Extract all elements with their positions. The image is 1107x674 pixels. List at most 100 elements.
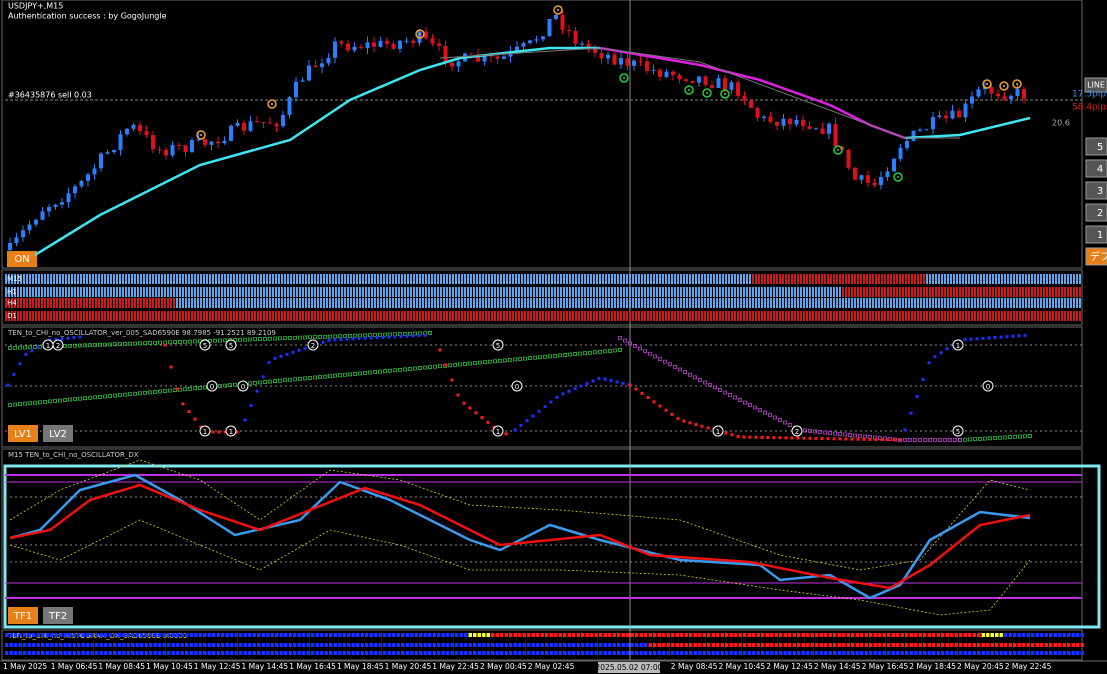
hist-cell — [63, 643, 67, 647]
osc-signal-green — [1013, 434, 1017, 439]
tf-stripe — [452, 287, 454, 297]
hist-cell — [734, 633, 738, 637]
tf-stripe — [800, 287, 802, 297]
hist-cell — [860, 643, 864, 647]
on-button[interactable]: ON — [7, 251, 37, 267]
hist-cell — [950, 633, 954, 637]
hist-cell — [1013, 651, 1017, 655]
tf-stripe — [806, 274, 808, 284]
tf-stripe — [89, 311, 91, 321]
hist-cell — [828, 643, 832, 647]
osc-signal-green — [468, 361, 472, 366]
osc-signal-green — [303, 376, 307, 381]
tf-stripe — [335, 298, 337, 308]
tf-stripe — [197, 287, 199, 297]
tf-stripe — [497, 298, 499, 308]
tf-stripe — [422, 287, 424, 297]
tf-stripe — [845, 298, 847, 308]
hist-cell — [81, 651, 85, 655]
osc-dot-red — [223, 430, 227, 434]
tf-stripe — [1043, 274, 1045, 284]
tf-stripe — [578, 287, 580, 297]
tf-stripe — [182, 274, 184, 284]
tf-stripe — [509, 274, 511, 284]
hist-cell — [293, 651, 297, 655]
tf-stripe — [83, 298, 85, 308]
tf-stripe — [401, 311, 403, 321]
tf-stripe — [866, 311, 868, 321]
tf-stripe — [473, 311, 475, 321]
level-button[interactable]: LV1 — [8, 425, 38, 442]
hist-cell — [63, 633, 67, 637]
osc-signal-green — [293, 377, 297, 382]
tf-stripe — [869, 287, 871, 297]
tf-stripe — [698, 274, 700, 284]
tf-stripe — [257, 311, 259, 321]
hist-cell — [509, 633, 513, 637]
candle-body — [664, 71, 669, 77]
side-button[interactable]: 2 — [1085, 203, 1107, 222]
hist-cell — [968, 633, 972, 637]
tf-button[interactable]: TF2 — [43, 607, 73, 624]
tf-stripe — [752, 274, 754, 284]
candle-body — [547, 19, 552, 37]
tf-stripe — [329, 311, 331, 321]
hist-cell — [1031, 633, 1035, 637]
tf-stripe — [947, 298, 949, 308]
side-button[interactable]: 3 — [1085, 181, 1107, 200]
tf-stripe — [1013, 287, 1015, 297]
osc-signal-green — [333, 334, 337, 339]
side-button[interactable]: 1 — [1085, 225, 1107, 244]
hist-cell — [459, 643, 463, 647]
tf-stripe — [956, 287, 958, 297]
tf-stripe — [662, 274, 664, 284]
hist-cell — [792, 643, 796, 647]
side-button[interactable]: デフ — [1085, 247, 1107, 266]
hist-cell — [117, 633, 121, 637]
side-button-label: 2 — [1097, 208, 1103, 219]
tf-stripe — [953, 287, 955, 297]
tf-stripe — [758, 298, 760, 308]
tf-stripe — [515, 287, 517, 297]
osc-signal-green — [123, 341, 127, 346]
hist-cell — [495, 651, 499, 655]
tf-stripe — [1028, 274, 1030, 284]
hist-cell — [63, 651, 67, 655]
tf-button[interactable]: TF1 — [8, 607, 38, 624]
hist-cell — [261, 651, 265, 655]
tf-stripe — [92, 311, 94, 321]
osc-signal-green — [73, 343, 77, 348]
tf-stripe — [740, 311, 742, 321]
tf-stripe — [50, 311, 52, 321]
candle-body — [79, 180, 84, 187]
osc-dot-blue — [519, 423, 523, 427]
tf-stripe — [386, 298, 388, 308]
tf-stripe — [50, 298, 52, 308]
line-button[interactable]: LINE — [1084, 77, 1107, 93]
hist-cell — [959, 643, 963, 647]
tf-stripe — [836, 311, 838, 321]
tf-stripe — [611, 311, 613, 321]
tf-stripe — [176, 274, 178, 284]
hist-cell — [450, 651, 454, 655]
side-button[interactable]: 5 — [1085, 137, 1107, 156]
side-button[interactable]: 4 — [1085, 159, 1107, 178]
osc-marker-label: 1 — [716, 428, 720, 436]
hist-cell — [981, 651, 985, 655]
tf-stripe — [338, 298, 340, 308]
hist-cell — [1080, 651, 1084, 655]
tf-stripe — [218, 287, 220, 297]
hist-cell — [1035, 643, 1039, 647]
tf-stripe — [677, 274, 679, 284]
osc-marker — [225, 425, 237, 437]
tf-stripe — [578, 298, 580, 308]
tf-stripe — [857, 311, 859, 321]
tf-stripe — [386, 274, 388, 284]
hist-cell — [288, 643, 292, 647]
osc-dot-red — [700, 424, 704, 428]
tf-stripe — [581, 298, 583, 308]
hist-cell — [738, 651, 742, 655]
hist-cell — [963, 633, 967, 637]
hist-cell — [1067, 643, 1071, 647]
level-button[interactable]: LV2 — [43, 425, 73, 442]
